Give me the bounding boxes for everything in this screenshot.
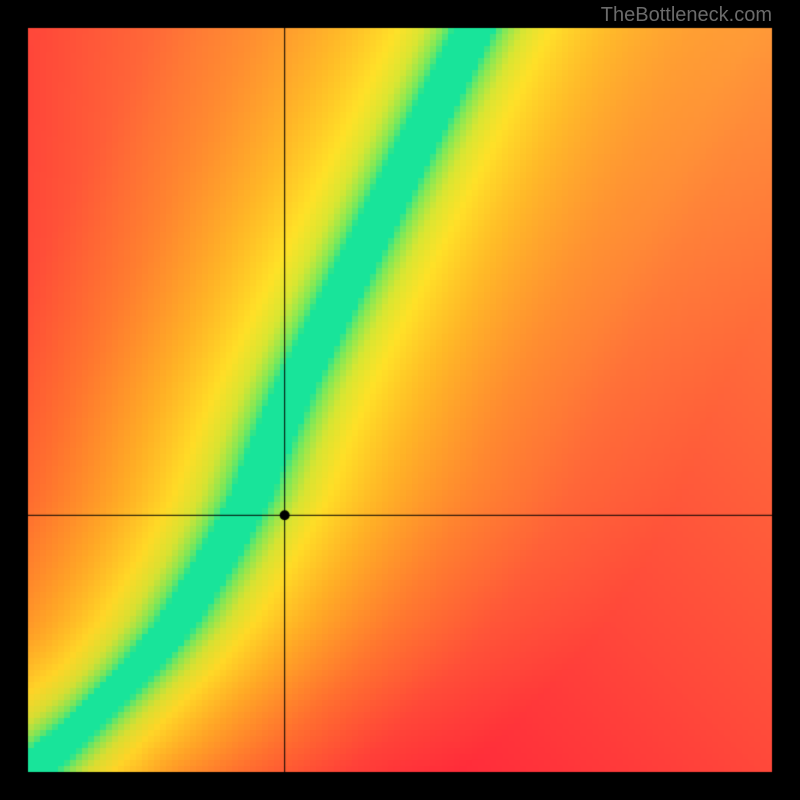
chart-container: TheBottleneck.com <box>0 0 800 800</box>
bottleneck-heatmap <box>0 0 800 800</box>
watermark-text: TheBottleneck.com <box>601 4 772 27</box>
